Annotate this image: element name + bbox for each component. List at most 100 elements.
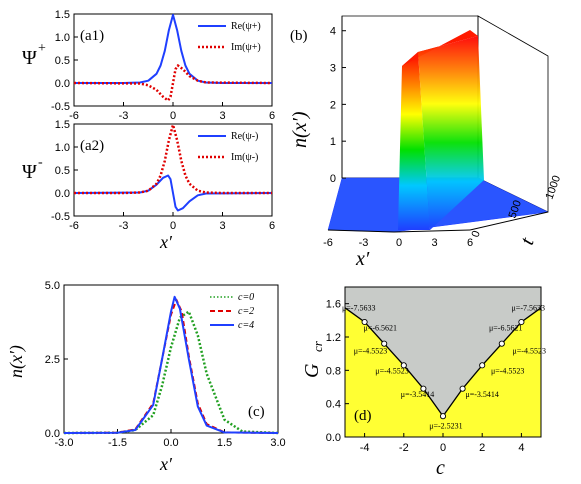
x-tick-label: -3.0 — [55, 437, 74, 449]
legend-label: Re(ψ-) — [231, 131, 258, 142]
series-line — [63, 295, 279, 434]
legend-label: c=0 — [238, 292, 254, 303]
series-lines — [63, 295, 279, 435]
z-tick-label: 4 — [330, 26, 336, 38]
mu-annotation: μ=-4.5523 — [491, 367, 524, 376]
z-ticks: 0 1 2 3 4 — [330, 26, 346, 185]
axis-ticks: -6 -3 0 3 6 -0.5 0.0 0.5 1.0 1.5 — [51, 9, 275, 122]
t-tick-label: 1000 — [544, 174, 564, 201]
mu-annotation: μ=-4.5523 — [375, 367, 408, 376]
t-tick-label: 500 — [507, 199, 525, 220]
mu-annotation: μ=-4.5523 — [354, 347, 387, 356]
legend: c=0 c=2 c=4 — [206, 287, 276, 335]
y-axis-label-sub: + — [38, 41, 46, 56]
x-tick-label: -3 — [119, 220, 129, 232]
boundary-marker — [518, 318, 525, 326]
axis-ticks: -4 -2 0 2 4 0.0 0.4 0.8 1.2 1.6 — [326, 299, 525, 454]
x-tick-label: -6 — [69, 110, 79, 122]
y-tick-label: 1.2 — [326, 332, 341, 344]
mu-annotation: μ=-7.5633 — [342, 303, 375, 312]
x-ticks: -6 -3 0 3 6 — [323, 237, 473, 249]
y-tick-label: 1.5 — [55, 9, 70, 21]
z-tick-label: 2 — [330, 99, 336, 111]
y-axis-label: Ψ — [22, 161, 37, 183]
x-tick-label: -3 — [359, 237, 369, 249]
mu-annotation: μ=-7.5633 — [512, 303, 545, 312]
panel-a2: -6 -3 0 3 6 -0.5 0.0 0.5 1.0 1.5 (a2) Ψ - x′ Re(ψ… — [22, 119, 275, 252]
series-line — [74, 123, 272, 195]
y-tick-label: -0.5 — [51, 101, 70, 113]
panel-c: -3.0 -1.5 0.0 1.5 3.00.02.55.0 (c) n(x′) x′ … — [6, 280, 286, 474]
x-axis-label: x′ — [355, 248, 370, 270]
y-axis-label-sub: cr — [310, 340, 325, 352]
y-tick-label: 1.0 — [55, 32, 70, 44]
series-line — [73, 64, 273, 102]
x-tick-label: 3 — [431, 237, 437, 249]
series-lines — [73, 13, 273, 102]
y-tick-label: 0.5 — [55, 55, 70, 67]
t-tick-label: 0 — [470, 229, 483, 239]
x-tick-label: 0.0 — [163, 437, 178, 449]
x-tick-label: -2 — [399, 442, 409, 454]
y-axis-label: n(x′) — [6, 345, 27, 378]
y-tick-label: 0.4 — [326, 399, 341, 411]
x-tick-label: -1.5 — [108, 437, 127, 449]
y-axis-label: G — [301, 363, 323, 378]
panel-label: (d) — [354, 408, 372, 424]
legend-label: c=4 — [238, 320, 254, 331]
z-tick-label: 3 — [330, 63, 336, 75]
y-tick-label: -0.5 — [51, 211, 70, 223]
x-tick-label: -4 — [360, 442, 370, 454]
boundary-marker — [361, 318, 368, 326]
region-below — [345, 307, 541, 437]
right-wall — [477, 15, 549, 213]
x-tick-label: 0 — [170, 110, 176, 122]
t-axis — [469, 211, 549, 231]
x-tick-label: 3 — [219, 220, 225, 232]
legend-label: c=2 — [238, 306, 254, 317]
x-axis-label: x′ — [159, 454, 173, 474]
legend: Re(ψ-) Im(ψ-) — [194, 127, 270, 169]
x-tick-label: 6 — [269, 110, 275, 122]
mu-annotation: μ=-4.5523 — [513, 347, 546, 356]
boundary-marker — [479, 362, 486, 369]
panel-a1: -6 -3 0 3 6 -0.5 0.0 0.5 1.0 1.5 (a1) Ψ + Re(ψ+) … — [22, 9, 275, 122]
y-tick-label: 5.0 — [45, 280, 60, 292]
series-line — [63, 310, 279, 435]
panel-label: (a1) — [80, 28, 104, 44]
panel-b: 0 1 2 3 4 -6 -3 0 3 6 0 500 1000 (b) n(x′) x′ t — [289, 15, 564, 270]
panel-label: (a2) — [80, 138, 104, 154]
x-tick-label: -6 — [323, 237, 333, 249]
y-tick-label: 0.0 — [45, 428, 60, 440]
mu-annotation: μ=-6.5621 — [364, 323, 397, 332]
x-tick-label: 6 — [269, 220, 275, 232]
x-axis-label: x′ — [159, 232, 173, 252]
x-tick-label: 0 — [396, 237, 402, 249]
surface-ridge-top — [402, 30, 478, 66]
boundary-marker — [381, 340, 388, 347]
z-tick-label: 0 — [330, 173, 336, 185]
y-tick-label: 0.8 — [326, 365, 341, 377]
mu-annotation: μ=-3.5414 — [465, 390, 498, 399]
x-tick-label: 6 — [467, 237, 473, 249]
boundary-marker — [439, 413, 447, 420]
x-tick-label: 3.0 — [270, 437, 285, 449]
boundary-curve — [344, 307, 542, 420]
legend-label: Im(ψ+) — [231, 42, 261, 53]
legend-label: Re(ψ+) — [231, 21, 261, 32]
y-tick-label: 0.0 — [55, 78, 70, 90]
mu-annotation: μ=-2.5231 — [429, 422, 462, 431]
panel-d: μ=-7.5633 μ=-6.5621 μ=-4.5523 μ=-4.5523 μ=-3… — [301, 286, 546, 479]
x-tick-label: 2 — [479, 442, 485, 454]
x-tick-label: -3 — [119, 110, 129, 122]
surface-ridge-side — [418, 36, 484, 230]
x-axis-label: c — [436, 457, 445, 479]
y-tick-label: 0.0 — [55, 188, 70, 200]
boundary-marker — [420, 385, 427, 392]
x-tick-label: 1.5 — [217, 437, 232, 449]
region-above — [345, 287, 541, 417]
y-tick-label: 1.0 — [55, 142, 70, 154]
legend: Re(ψ+) Im(ψ+) — [194, 17, 270, 59]
annotations: μ=-7.5633 μ=-6.5621 μ=-4.5523 μ=-4.5523 μ=-3… — [342, 303, 546, 430]
